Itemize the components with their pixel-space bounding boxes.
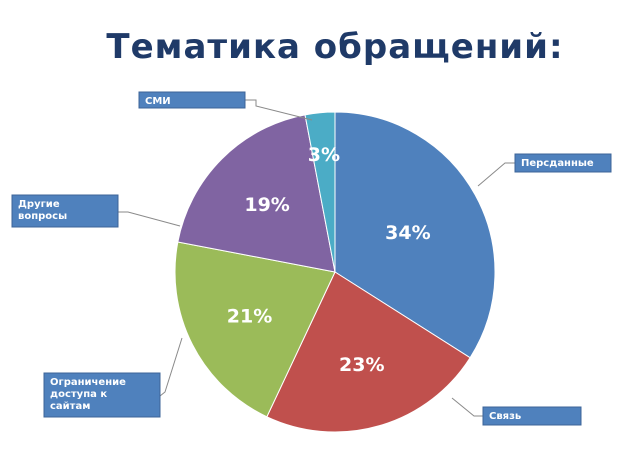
callout-ограничение-доступа-к-сайтам: Ограничение доступа к сайтам bbox=[43, 372, 161, 418]
leader-line bbox=[477, 162, 515, 187]
leader-line bbox=[451, 397, 483, 417]
slice-value-label: 19% bbox=[244, 194, 289, 216]
callout-другие-вопросы: Другие вопросы bbox=[11, 194, 119, 228]
percent-labels: 34% 23% 21% 19% 3% bbox=[227, 144, 431, 376]
pie-slice-сми bbox=[304, 111, 336, 273]
slice-value-label: 34% bbox=[385, 222, 430, 244]
pie-slice-персданные bbox=[334, 111, 496, 359]
callout-box bbox=[138, 91, 246, 109]
callout-label: Персданные bbox=[521, 158, 594, 169]
callout-box bbox=[11, 194, 119, 228]
pie-slice-другие-вопросы bbox=[177, 114, 336, 273]
chart-title: Тематика обращений: bbox=[106, 27, 563, 67]
slice-value-label: 23% bbox=[339, 354, 384, 376]
callout-связь: Связь bbox=[482, 406, 582, 426]
leader-line bbox=[245, 99, 313, 121]
pie-slices bbox=[174, 111, 496, 433]
callout-box bbox=[514, 153, 612, 173]
pie-slice-ограничение-доступа-к-сайтам bbox=[174, 241, 336, 418]
category-callouts: Персданные Связь Ограничение доступа к сайта… bbox=[11, 91, 612, 426]
callout-label: Ограничение доступа к сайтам bbox=[50, 377, 126, 412]
pie-slice-связь bbox=[266, 271, 471, 433]
callout-сми: СМИ bbox=[138, 91, 246, 109]
callout-box bbox=[43, 372, 161, 418]
leader-line bbox=[118, 211, 181, 227]
slice-value-label: 3% bbox=[308, 144, 340, 166]
leader-lines bbox=[118, 99, 515, 417]
slice-value-label: 21% bbox=[227, 306, 272, 328]
callout-label: СМИ bbox=[145, 96, 171, 107]
callout-персданные: Персданные bbox=[514, 153, 612, 173]
callout-label: Связь bbox=[489, 411, 521, 422]
callout-label: Другие вопросы bbox=[18, 199, 67, 222]
callout-box bbox=[482, 406, 582, 426]
leader-line bbox=[159, 337, 183, 397]
